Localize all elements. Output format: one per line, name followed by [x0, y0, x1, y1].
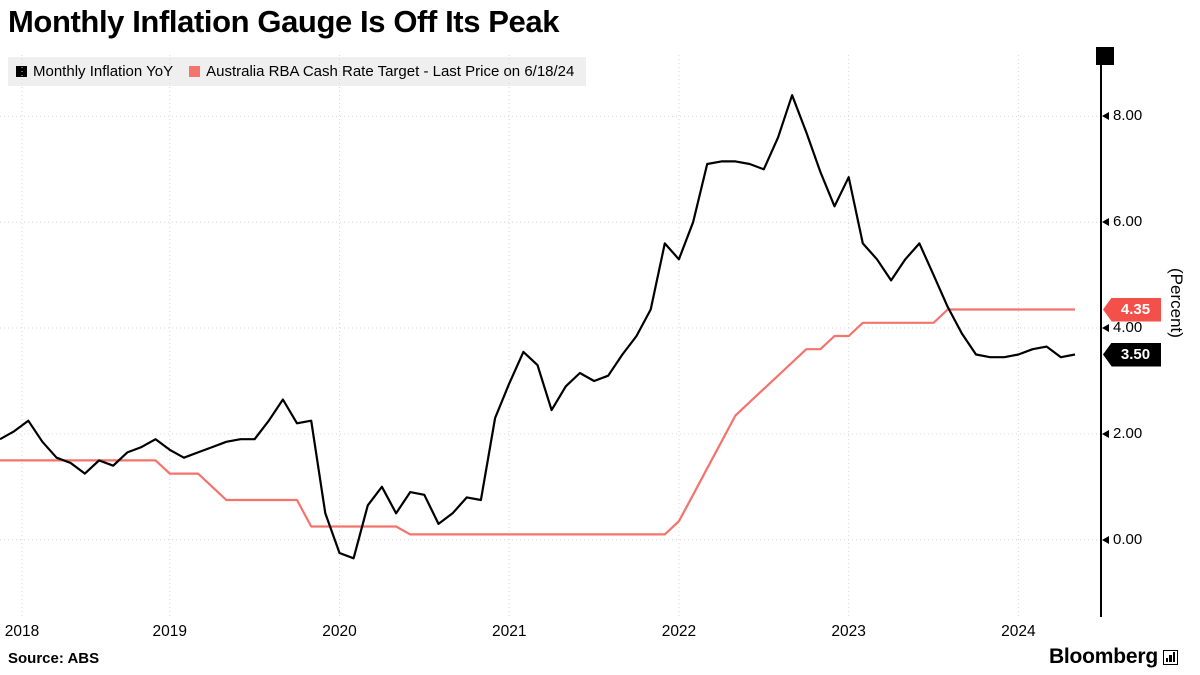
- x-tick-label: 2023: [831, 623, 866, 640]
- series-line-australia-rba-cash-rate-target: [0, 308, 1075, 536]
- x-tick-label: 2019: [152, 623, 187, 640]
- y-axis-title: (Percent): [1167, 268, 1186, 338]
- last-price-badge: 4.35: [1103, 297, 1161, 322]
- y-tick-arrow-icon: [1102, 324, 1109, 333]
- x-tick-label: 2020: [322, 623, 357, 640]
- source-label: Source: ABS: [8, 650, 100, 667]
- x-tick-label: 2021: [491, 623, 527, 640]
- plot-area: [0, 55, 1100, 617]
- y-tick-arrow-icon: [1102, 429, 1109, 438]
- legend: Monthly Inflation YoY Australia RBA Cash…: [8, 57, 587, 86]
- legend-item-cash-rate[interactable]: Australia RBA Cash Rate Target - Last Pr…: [189, 63, 574, 80]
- y-tick-label: 0.00: [1113, 530, 1143, 548]
- legend-label-inflation: Monthly Inflation YoY: [33, 63, 174, 80]
- y-tick-label: 8.00: [1113, 107, 1143, 125]
- chart-title: Monthly Inflation Gauge Is Off Its Peak: [8, 4, 560, 39]
- y-tick-arrow-icon: [1102, 112, 1109, 121]
- bloomberg-bars-icon: [1163, 649, 1178, 665]
- chart-svg: [0, 55, 1100, 617]
- y-tick-label: 4.00: [1113, 319, 1143, 337]
- y-tick-arrow-icon: [1102, 535, 1109, 544]
- last-price-badge: 3.50: [1103, 342, 1161, 367]
- bloomberg-wordmark: Bloomberg: [1048, 645, 1158, 668]
- y-axis-line: [1100, 47, 1102, 617]
- x-tick-label: 2018: [4, 623, 40, 640]
- legend-label-cash-rate: Australia RBA Cash Rate Target - Last Pr…: [206, 63, 575, 80]
- bloomberg-logo: Bloomberg: [1049, 645, 1178, 669]
- y-tick-label: 2.00: [1113, 424, 1143, 442]
- axis-handle[interactable]: [1096, 47, 1114, 65]
- y-tick-arrow-icon: [1102, 218, 1109, 227]
- x-tick-label: 2024: [1001, 623, 1036, 640]
- x-tick-label: 2022: [661, 623, 697, 640]
- y-tick-label: 6.00: [1113, 213, 1143, 231]
- series-line-monthly-inflation-yoy: [0, 94, 1076, 560]
- cash-rate-swatch-icon: [189, 66, 201, 77]
